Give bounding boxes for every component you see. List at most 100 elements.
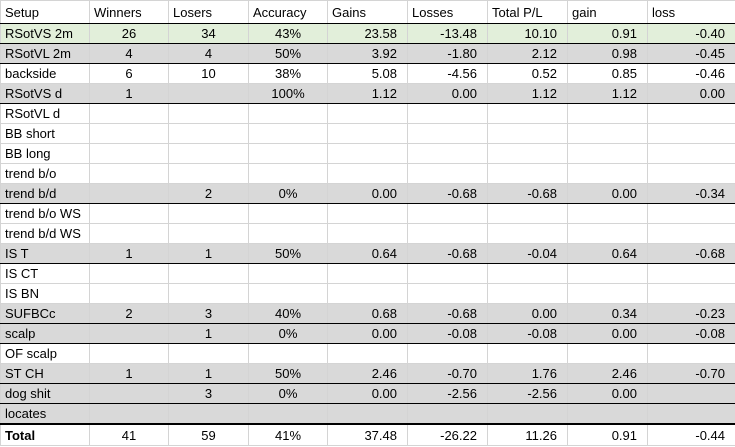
- cell-total-pl[interactable]: 1.12: [487, 83, 568, 104]
- cell-accuracy[interactable]: [248, 223, 328, 244]
- cell-total-pl[interactable]: [487, 143, 568, 164]
- cell-losers[interactable]: [168, 203, 249, 224]
- cell-losers[interactable]: [168, 143, 249, 164]
- cell-gains[interactable]: 0.68: [327, 303, 408, 324]
- cell-losers[interactable]: 1: [168, 323, 249, 344]
- cell-gain[interactable]: [567, 223, 648, 244]
- cell-accuracy[interactable]: [248, 123, 328, 144]
- cell-accuracy[interactable]: 0%: [248, 323, 328, 344]
- cell-losses[interactable]: [407, 343, 488, 364]
- cell-winners[interactable]: [89, 283, 169, 304]
- cell-losses[interactable]: -13.48: [407, 23, 488, 44]
- cell-gain[interactable]: [567, 143, 648, 164]
- cell-accuracy[interactable]: 40%: [248, 303, 328, 324]
- cell-losers[interactable]: [168, 163, 249, 184]
- cell-winners[interactable]: [89, 123, 169, 144]
- cell-accuracy[interactable]: 50%: [248, 363, 328, 384]
- cell-gains[interactable]: [327, 263, 408, 284]
- cell-losers[interactable]: 2: [168, 183, 249, 204]
- cell-gain[interactable]: [567, 403, 648, 425]
- cell-accuracy[interactable]: [248, 163, 328, 184]
- cell-winners[interactable]: [89, 163, 169, 184]
- cell-loss[interactable]: [647, 103, 735, 124]
- cell-gains[interactable]: 3.92: [327, 43, 408, 64]
- header-gain[interactable]: gain: [567, 0, 648, 24]
- cell-loss[interactable]: -0.70: [647, 363, 735, 384]
- cell-winners[interactable]: [89, 383, 169, 404]
- cell-loss[interactable]: -0.46: [647, 63, 735, 84]
- cell-gains[interactable]: [327, 143, 408, 164]
- cell-gains[interactable]: [327, 343, 408, 364]
- cell-gains[interactable]: [327, 103, 408, 124]
- cell-losers[interactable]: [168, 283, 249, 304]
- cell-setup[interactable]: trend b/o: [0, 163, 90, 184]
- cell-losers[interactable]: [168, 83, 249, 104]
- cell-gain[interactable]: 0.34: [567, 303, 648, 324]
- cell-losses[interactable]: [407, 123, 488, 144]
- cell-winners[interactable]: [89, 223, 169, 244]
- cell-gains[interactable]: [327, 403, 408, 425]
- cell-gains[interactable]: [327, 203, 408, 224]
- cell-losses[interactable]: [407, 163, 488, 184]
- cell-accuracy[interactable]: [248, 143, 328, 164]
- cell-winners[interactable]: [89, 403, 169, 425]
- cell-winners[interactable]: 4: [89, 43, 169, 64]
- cell-winners[interactable]: [89, 263, 169, 284]
- cell-total-gains[interactable]: 37.48: [327, 423, 408, 446]
- cell-loss[interactable]: 0.00: [647, 83, 735, 104]
- cell-total-pl[interactable]: 1.76: [487, 363, 568, 384]
- cell-accuracy[interactable]: 0%: [248, 183, 328, 204]
- cell-losses[interactable]: [407, 223, 488, 244]
- header-loss[interactable]: loss: [647, 0, 735, 24]
- cell-total-gain[interactable]: 0.91: [567, 423, 648, 446]
- cell-gains[interactable]: 5.08: [327, 63, 408, 84]
- cell-total-loss[interactable]: -0.44: [647, 423, 735, 446]
- cell-total-pl[interactable]: -0.68: [487, 183, 568, 204]
- cell-gains[interactable]: 0.64: [327, 243, 408, 264]
- cell-setup[interactable]: OF scalp: [0, 343, 90, 364]
- cell-loss[interactable]: [647, 223, 735, 244]
- cell-losses[interactable]: [407, 143, 488, 164]
- cell-gain[interactable]: 1.12: [567, 83, 648, 104]
- cell-total-pl[interactable]: [487, 203, 568, 224]
- cell-gain[interactable]: 2.46: [567, 363, 648, 384]
- cell-setup[interactable]: backside: [0, 63, 90, 84]
- cell-gain[interactable]: [567, 203, 648, 224]
- cell-setup[interactable]: IS CT: [0, 263, 90, 284]
- cell-accuracy[interactable]: 50%: [248, 43, 328, 64]
- cell-losers[interactable]: 3: [168, 383, 249, 404]
- cell-accuracy[interactable]: [248, 103, 328, 124]
- cell-accuracy[interactable]: 100%: [248, 83, 328, 104]
- cell-setup[interactable]: BB short: [0, 123, 90, 144]
- cell-winners[interactable]: 1: [89, 83, 169, 104]
- header-setup[interactable]: Setup: [0, 0, 90, 24]
- cell-loss[interactable]: [647, 343, 735, 364]
- cell-winners[interactable]: [89, 343, 169, 364]
- cell-winners[interactable]: [89, 323, 169, 344]
- cell-winners[interactable]: [89, 203, 169, 224]
- cell-setup[interactable]: IS T: [0, 243, 90, 264]
- cell-gain[interactable]: 0.98: [567, 43, 648, 64]
- cell-loss[interactable]: -0.23: [647, 303, 735, 324]
- cell-gains[interactable]: 23.58: [327, 23, 408, 44]
- header-total-pl[interactable]: Total P/L: [487, 0, 568, 24]
- cell-loss[interactable]: [647, 163, 735, 184]
- cell-losers[interactable]: 1: [168, 243, 249, 264]
- cell-accuracy[interactable]: [248, 283, 328, 304]
- cell-setup[interactable]: trend b/d: [0, 183, 90, 204]
- cell-losses[interactable]: -0.08: [407, 323, 488, 344]
- cell-total-pl[interactable]: [487, 103, 568, 124]
- cell-total-pl[interactable]: -0.08: [487, 323, 568, 344]
- cell-gains[interactable]: 2.46: [327, 363, 408, 384]
- cell-setup[interactable]: dog shit: [0, 383, 90, 404]
- cell-losses[interactable]: -0.68: [407, 243, 488, 264]
- header-losers[interactable]: Losers: [168, 0, 249, 24]
- cell-loss[interactable]: [647, 283, 735, 304]
- cell-total-pl[interactable]: -0.04: [487, 243, 568, 264]
- cell-gains[interactable]: 1.12: [327, 83, 408, 104]
- cell-loss[interactable]: -0.45: [647, 43, 735, 64]
- cell-winners[interactable]: [89, 143, 169, 164]
- cell-total-label[interactable]: Total: [0, 423, 90, 446]
- cell-total-losses[interactable]: -26.22: [407, 423, 488, 446]
- cell-losses[interactable]: [407, 403, 488, 425]
